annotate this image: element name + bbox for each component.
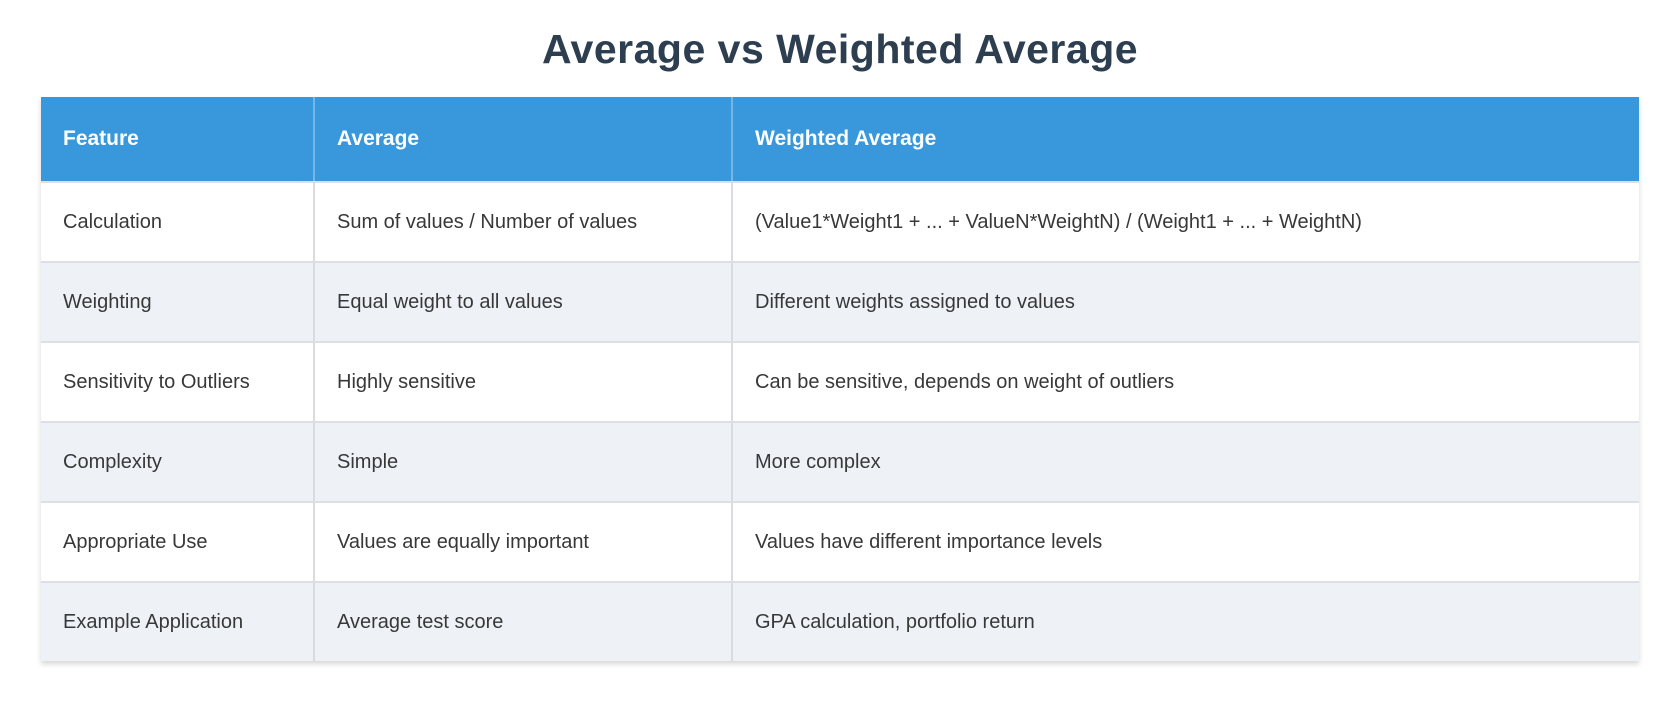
table-row: Appropriate Use Values are equally import… [41, 501, 1639, 581]
feature-cell: Sensitivity to Outliers [41, 341, 313, 421]
table-body: Calculation Sum of values / Number of val… [41, 181, 1639, 661]
value-cell: (Value1*Weight1 + ... + ValueN*WeightN) … [731, 181, 1639, 261]
column-header: Weighted Average [731, 97, 1639, 181]
table-row: Sensitivity to Outliers Highly sensitive C… [41, 341, 1639, 421]
value-cell: Can be sensitive, depends on weight of o… [731, 341, 1639, 421]
table-row: Weighting Equal weight to all values Diffe… [41, 261, 1639, 341]
feature-cell: Complexity [41, 421, 313, 501]
table-row: Complexity Simple More complex [41, 421, 1639, 501]
value-cell: Values are equally important [313, 501, 731, 581]
table-header: Feature Average Weighted Average [41, 97, 1639, 181]
value-cell: More complex [731, 421, 1639, 501]
value-cell: GPA calculation, portfolio return [731, 581, 1639, 661]
value-cell: Values have different importance levels [731, 501, 1639, 581]
column-header: Average [313, 97, 731, 181]
column-header: Feature [41, 97, 313, 181]
page-title: Average vs Weighted Average [541, 26, 1139, 72]
table-row: Calculation Sum of values / Number of val… [41, 181, 1639, 261]
value-cell: Highly sensitive [313, 341, 731, 421]
table-row: Example Application Average test score GPA… [41, 581, 1639, 661]
value-cell: Simple [313, 421, 731, 501]
value-cell: Sum of values / Number of values [313, 181, 731, 261]
value-cell: Equal weight to all values [313, 261, 731, 341]
value-cell: Average test score [313, 581, 731, 661]
feature-cell: Example Application [41, 581, 313, 661]
comparison-table: Feature Average Weighted Average Calculati… [41, 97, 1639, 661]
feature-cell: Calculation [41, 181, 313, 261]
value-cell: Different weights assigned to values [731, 261, 1639, 341]
comparison-table-container: Feature Average Weighted Average Calculati… [41, 97, 1639, 661]
feature-cell: Appropriate Use [41, 501, 313, 581]
header-row: Feature Average Weighted Average [41, 97, 1639, 181]
feature-cell: Weighting [41, 261, 313, 341]
